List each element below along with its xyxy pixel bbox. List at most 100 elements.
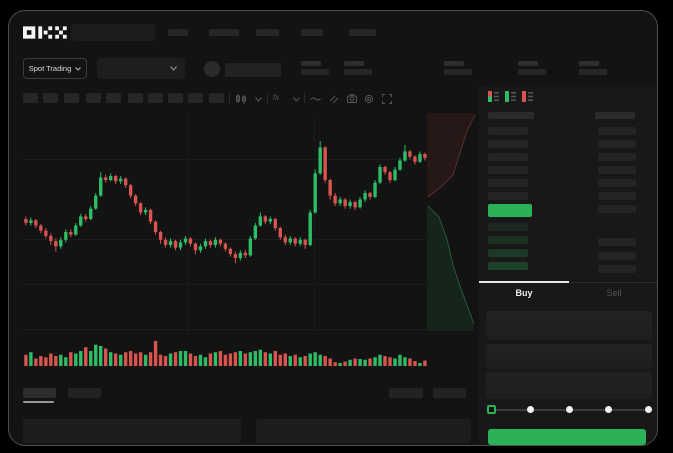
slider-stop-dot[interactable] bbox=[566, 406, 573, 413]
indicator-fx-icon[interactable]: fx bbox=[273, 93, 280, 102]
last-price-indicator[interactable] bbox=[488, 204, 532, 217]
bottom-tab-placeholder[interactable] bbox=[389, 388, 423, 398]
candle-body bbox=[44, 230, 48, 236]
timeframe-button-placeholder[interactable] bbox=[43, 93, 58, 103]
nav-item-placeholder[interactable] bbox=[209, 29, 239, 36]
timeframe-button-placeholder[interactable] bbox=[86, 93, 101, 103]
volume-chart bbox=[24, 341, 427, 366]
timeframe-button-placeholder[interactable] bbox=[188, 93, 203, 103]
chevron-down-icon[interactable] bbox=[255, 97, 262, 102]
volume-bar bbox=[133, 353, 138, 366]
nav-item-placeholder[interactable] bbox=[256, 29, 279, 36]
settings-gear-icon[interactable] bbox=[364, 94, 374, 104]
nav-item-placeholder[interactable] bbox=[349, 29, 376, 36]
slider-stop-dot[interactable] bbox=[605, 406, 613, 413]
volume-bar bbox=[74, 353, 78, 366]
volume-bar bbox=[273, 351, 277, 366]
candle-type-icon[interactable] bbox=[235, 94, 247, 104]
market-type-dropdown[interactable]: Spot Trading bbox=[23, 58, 87, 79]
volume-bar bbox=[24, 354, 28, 366]
candle-body bbox=[108, 176, 113, 180]
buy-submit-button[interactable] bbox=[488, 429, 646, 445]
tab-sell[interactable]: Sell bbox=[606, 288, 622, 298]
candle-body bbox=[313, 173, 317, 213]
amount-input[interactable] bbox=[486, 344, 652, 369]
compare-icon[interactable] bbox=[329, 94, 339, 104]
volume-bar bbox=[218, 351, 223, 366]
timeframe-button-placeholder[interactable] bbox=[209, 93, 224, 103]
line-wave-icon[interactable] bbox=[310, 96, 321, 102]
candle-body bbox=[198, 246, 203, 251]
slider-stop-dot[interactable] bbox=[526, 406, 534, 413]
volume-bar bbox=[418, 363, 422, 366]
candlestick-chart[interactable] bbox=[23, 113, 427, 335]
nav-item-placeholder[interactable] bbox=[168, 29, 188, 36]
volume-bar bbox=[29, 352, 33, 366]
candle-body bbox=[368, 193, 372, 197]
okx-logo[interactable] bbox=[23, 24, 69, 41]
candle-body bbox=[163, 239, 168, 245]
bottom-tab-placeholder[interactable] bbox=[433, 388, 466, 398]
candle-body bbox=[213, 239, 218, 245]
pair-selector-dropdown[interactable] bbox=[97, 58, 185, 79]
volume-bar bbox=[64, 357, 68, 366]
total-input[interactable] bbox=[486, 372, 652, 399]
volume-bar bbox=[328, 358, 332, 366]
slider-handle[interactable] bbox=[486, 405, 496, 414]
timeframe-button-placeholder[interactable] bbox=[23, 93, 38, 103]
stat-label-placeholder bbox=[301, 61, 321, 66]
candle-body bbox=[133, 195, 138, 204]
timeframe-button-placeholder[interactable] bbox=[128, 93, 143, 103]
candle-body bbox=[34, 220, 38, 226]
candle-body bbox=[148, 209, 153, 222]
volume-bar bbox=[183, 351, 188, 366]
nav-item-placeholder[interactable] bbox=[301, 29, 323, 36]
chevron-down-icon[interactable] bbox=[293, 97, 300, 102]
ask-amount-placeholder bbox=[598, 205, 636, 213]
toolbar-separator bbox=[267, 93, 268, 103]
timeframe-button-placeholder[interactable] bbox=[148, 93, 163, 103]
gridline bbox=[23, 284, 427, 285]
depth-area bbox=[427, 206, 474, 331]
candle-body bbox=[238, 252, 243, 258]
volume-bar bbox=[423, 360, 427, 366]
tab-buy[interactable]: Buy bbox=[515, 288, 533, 298]
volume-bar bbox=[413, 361, 417, 366]
bottom-tab-placeholder[interactable] bbox=[23, 388, 56, 398]
orderbook-panel: Buy Sell bbox=[479, 85, 657, 445]
candle-body bbox=[89, 208, 93, 219]
book-bids-icon[interactable] bbox=[505, 91, 516, 102]
book-both-icon[interactable] bbox=[488, 91, 499, 102]
candle-body bbox=[153, 221, 158, 232]
timeframe-button-placeholder[interactable] bbox=[64, 93, 79, 103]
candle-body bbox=[138, 203, 143, 213]
volume-bar bbox=[59, 354, 63, 366]
book-asks-icon[interactable] bbox=[522, 91, 533, 102]
volume-bar bbox=[373, 357, 377, 366]
timeframe-button-placeholder[interactable] bbox=[168, 93, 183, 103]
candle-body bbox=[258, 216, 263, 226]
depth-line bbox=[427, 114, 475, 198]
candle-body bbox=[128, 185, 133, 196]
volume-bar bbox=[168, 353, 173, 366]
volume-bar bbox=[208, 353, 213, 366]
candle-body bbox=[348, 202, 352, 206]
price-input[interactable] bbox=[486, 311, 652, 340]
volume-bar bbox=[308, 353, 312, 366]
candle-body bbox=[388, 172, 392, 180]
candle-body bbox=[358, 199, 362, 208]
volume-bar bbox=[113, 353, 118, 366]
ask-price-placeholder bbox=[488, 153, 528, 161]
bottom-tab-placeholder[interactable] bbox=[68, 388, 101, 398]
candle-body bbox=[298, 239, 302, 244]
candle-body bbox=[173, 241, 178, 248]
camera-icon[interactable] bbox=[347, 94, 357, 103]
volume-bar bbox=[278, 354, 282, 366]
volume-bar bbox=[123, 352, 128, 366]
volume-bar bbox=[104, 348, 108, 366]
volume-bar bbox=[338, 363, 342, 366]
fullscreen-icon[interactable] bbox=[382, 94, 392, 104]
candle-body bbox=[283, 237, 287, 243]
slider-stop-dot[interactable] bbox=[644, 406, 652, 413]
timeframe-button-placeholder[interactable] bbox=[106, 93, 121, 103]
